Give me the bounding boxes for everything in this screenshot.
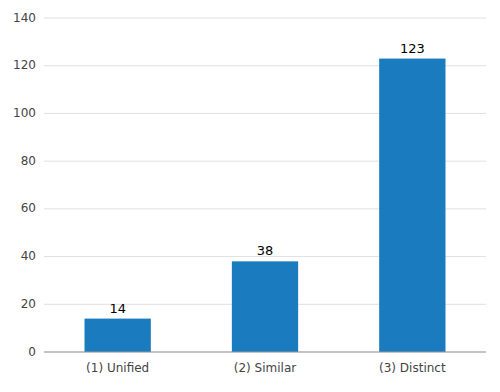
- bar: [85, 319, 151, 352]
- y-tick-label: 120: [13, 58, 36, 72]
- bar: [232, 261, 298, 352]
- y-tick-label: 100: [13, 106, 36, 120]
- bars: [85, 59, 446, 352]
- bar: [379, 59, 445, 352]
- x-tick-label: (3) Distinct: [379, 361, 446, 375]
- grid-line: [44, 18, 486, 19]
- x-tick-label: (2) Similar: [234, 361, 296, 375]
- chart-container: 0 20 40 60 80 100 120 140 (1) Unified (2) Similar…: [0, 0, 500, 392]
- y-tick-label: 20: [21, 297, 36, 311]
- grid-line: [44, 352, 486, 353]
- x-tick-label: (1) Unified: [86, 361, 149, 375]
- x-axis: (1) Unified (2) Similar (3) Distinct: [86, 361, 446, 375]
- y-axis: 0 20 40 60 80 100 120 140: [13, 11, 36, 359]
- y-tick-label: 140: [13, 11, 36, 25]
- y-tick-label: 40: [21, 249, 36, 263]
- y-tick-label: 80: [21, 154, 36, 168]
- y-tick-label: 60: [21, 201, 36, 215]
- data-labels: 14 38 123: [109, 41, 424, 316]
- data-label: 123: [400, 41, 425, 56]
- chart: 0 20 40 60 80 100 120 140 (1) Unified (2) Similar…: [0, 0, 500, 392]
- grid: [44, 18, 486, 352]
- x-axis-line: [44, 352, 486, 353]
- data-label: 38: [257, 243, 274, 258]
- data-label: 14: [109, 301, 126, 316]
- y-tick-label: 0: [28, 345, 36, 359]
